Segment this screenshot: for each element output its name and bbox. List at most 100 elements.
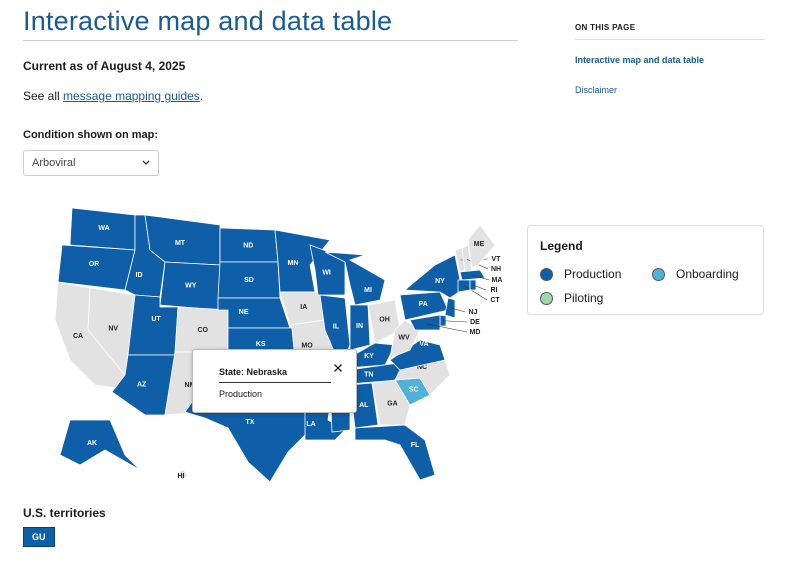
- legend-label: Production: [564, 267, 622, 281]
- state-label: NY: [435, 278, 445, 285]
- us-map: WAORCANVIDMTWYUTAZCONMNDSDNEKSOKTXMNIAMO…: [54, 207, 503, 483]
- state[interactable]: [389, 339, 446, 371]
- state-label: CA: [73, 333, 83, 340]
- state-label: NV: [108, 325, 118, 332]
- state-label: WY: [185, 282, 197, 289]
- condition-label: Condition shown on map:: [23, 129, 159, 141]
- state-label: MO: [301, 343, 313, 350]
- state-label: IN: [356, 323, 363, 330]
- state[interactable]: [439, 314, 447, 327]
- state[interactable]: [444, 297, 456, 319]
- state-label: NH: [491, 266, 501, 273]
- state-label: NJ: [469, 309, 478, 316]
- state-label: IL: [333, 323, 340, 330]
- tooltip-status: Production: [219, 389, 263, 399]
- close-button[interactable]: [334, 364, 342, 372]
- tooltip-state: State: Nebraska: [219, 367, 288, 377]
- divider: [575, 39, 765, 40]
- legend-label: Onboarding: [676, 267, 739, 281]
- state[interactable]: [324, 251, 386, 306]
- state-label: MN: [288, 260, 299, 267]
- state[interactable]: [354, 424, 436, 481]
- toc-link[interactable]: Interactive map and data table: [575, 55, 705, 65]
- legend-swatch: [540, 267, 553, 281]
- see-all: See all message mapping guides.: [23, 89, 203, 103]
- state-label: LA: [306, 421, 315, 428]
- state-label: MA: [492, 277, 503, 284]
- divider: [23, 40, 518, 41]
- state-label: FL: [411, 442, 420, 449]
- state-label: OR: [89, 261, 100, 268]
- state-label: DE: [470, 319, 480, 326]
- state[interactable]: [409, 314, 441, 331]
- state-label: SC: [409, 386, 419, 393]
- tooltip: State: Nebraska Production: [192, 349, 357, 413]
- see-all-suffix: .: [199, 89, 204, 103]
- toc-heading: ON THIS PAGE: [575, 23, 636, 32]
- state-label: AZ: [137, 381, 147, 388]
- territory-button[interactable]: GU: [23, 527, 55, 547]
- state[interactable]: [403, 254, 463, 299]
- state-label: VA: [419, 341, 428, 348]
- state-label: UT: [151, 316, 161, 323]
- legend-swatch: [652, 267, 665, 281]
- legend: Legend Production Onboarding Piloting: [527, 225, 764, 315]
- state-label: MD: [470, 329, 481, 336]
- state-label: ID: [136, 272, 143, 279]
- state-label: PA: [419, 301, 428, 308]
- as-of-date: Current as of August 4, 2025: [23, 59, 186, 73]
- state[interactable]: [349, 304, 371, 351]
- page-title: Interactive map and data table: [23, 6, 393, 36]
- state-label: RI: [491, 287, 498, 294]
- toc-link[interactable]: Disclaimer: [575, 85, 618, 95]
- state-label: NM: [185, 382, 196, 389]
- state[interactable]: [457, 279, 471, 293]
- divider: [219, 382, 331, 383]
- state-label: KY: [364, 353, 374, 360]
- state[interactable]: [177, 469, 189, 481]
- state[interactable]: [349, 382, 379, 429]
- state-label: CO: [198, 327, 209, 334]
- state-label: AL: [359, 402, 369, 409]
- state-label: OH: [379, 316, 390, 323]
- state-label: HI: [178, 473, 185, 480]
- legend-title: Legend: [540, 239, 583, 253]
- state[interactable]: [59, 419, 141, 471]
- see-all-prefix: See all: [23, 89, 60, 103]
- state-label: TX: [246, 419, 255, 426]
- leader-line: [472, 284, 487, 291]
- leader-line: [463, 285, 488, 301]
- state-label: GA: [387, 400, 398, 407]
- state-label: TN: [364, 372, 373, 379]
- state-label: ME: [474, 241, 485, 248]
- condition-select[interactable]: Arboviral: [23, 150, 159, 176]
- state[interactable]: [389, 319, 421, 359]
- territories-heading: U.S. territories: [23, 506, 106, 520]
- guides-link[interactable]: message mapping guides: [63, 89, 200, 103]
- state-label: WI: [322, 269, 331, 276]
- state[interactable]: [467, 224, 496, 269]
- state-label: ND: [243, 242, 253, 249]
- leader-line: [450, 307, 466, 313]
- state[interactable]: [217, 297, 291, 329]
- legend-item: Production: [540, 267, 621, 281]
- state-label: AK: [87, 440, 97, 447]
- state-label: CT: [490, 297, 500, 304]
- state-label: WA: [98, 225, 109, 232]
- leader-line: [442, 320, 468, 323]
- state-label: NE: [239, 309, 249, 316]
- territories: GU: [23, 527, 55, 547]
- leader-line: [471, 274, 490, 281]
- state-label: IA: [300, 304, 307, 311]
- state-label: VT: [492, 256, 502, 263]
- state-label: WV: [398, 334, 410, 341]
- state[interactable]: [371, 379, 411, 426]
- select-value: Arboviral: [32, 157, 76, 169]
- leader-line: [426, 323, 468, 333]
- state-label: SD: [244, 277, 254, 284]
- legend-swatch: [540, 291, 553, 305]
- state-label: MT: [175, 240, 186, 247]
- legend-item: Onboarding: [652, 267, 739, 281]
- legend-label: Piloting: [564, 291, 604, 305]
- chevron: [142, 160, 150, 165]
